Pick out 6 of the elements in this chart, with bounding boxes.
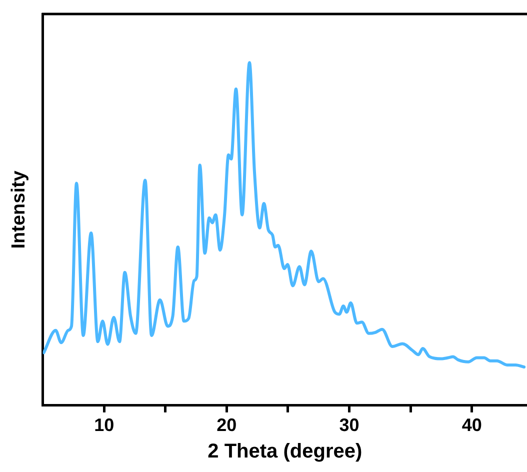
x-tick-label: 40 [462,415,482,436]
x-tick-label: 10 [94,415,114,436]
x-tick-label: 30 [339,415,360,436]
y-axis-title: Intensity [8,170,30,249]
x-tick-label: 20 [216,415,237,436]
x-axis-title: 2 Theta (degree) [208,440,362,463]
